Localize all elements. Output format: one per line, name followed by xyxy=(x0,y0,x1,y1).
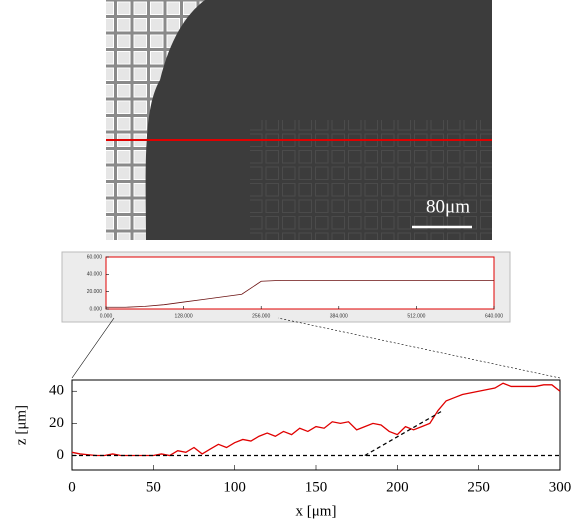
zoom-line xyxy=(277,317,561,379)
micrograph: 80μm xyxy=(106,0,492,240)
chart: 0 50 100 150 200 250 300 0 20 40 xyxy=(49,382,572,495)
x-tick-label: 50 xyxy=(146,479,161,495)
x-tick-label: 200 xyxy=(386,479,409,495)
x-axis-label: x [μm] xyxy=(296,503,337,519)
x-tick-label: 0.000 xyxy=(100,313,113,319)
y-axis-label: z [μm] xyxy=(13,405,29,445)
x-tick-label: 250 xyxy=(467,479,490,495)
profile-panel xyxy=(61,251,511,323)
y-tick-label: 20 xyxy=(49,415,64,431)
x-tick-label: 0 xyxy=(68,479,76,495)
x-tick-label: 384.000 xyxy=(330,313,348,319)
x-tick-label: 512.000 xyxy=(407,313,425,319)
x-tick-label: 256.000 xyxy=(252,313,270,319)
x-tick-label: 128.000 xyxy=(175,313,193,319)
data-line xyxy=(106,280,494,308)
data-line xyxy=(364,410,444,457)
y-tick-label: 40.000 xyxy=(87,272,103,278)
y-tick-label: 40 xyxy=(49,383,64,399)
y-tick-label: 60.000 xyxy=(87,254,103,260)
x-tick-label: 640.000 xyxy=(485,313,503,319)
x-tick-label: 150 xyxy=(305,479,328,495)
chart: 0.000 128.000 256.000 384.000 512.000 640.000… xyxy=(87,254,504,319)
scale-bar-label: 80μm xyxy=(426,196,470,217)
data-line xyxy=(71,382,561,457)
y-tick-label: 20.000 xyxy=(87,289,103,295)
zoom-line xyxy=(71,317,115,379)
plot-frame xyxy=(71,379,561,471)
y-tick-label: 0 xyxy=(57,447,65,463)
x-tick-label: 300 xyxy=(549,479,572,495)
y-tick-label: 0.000 xyxy=(89,306,102,312)
x-tick-label: 100 xyxy=(223,479,246,495)
